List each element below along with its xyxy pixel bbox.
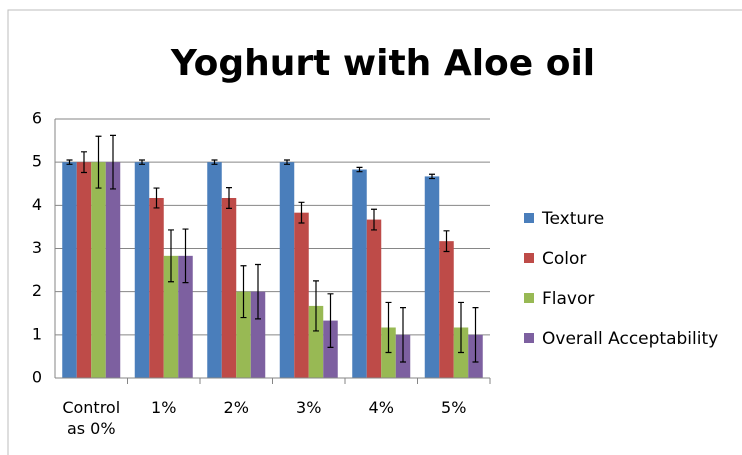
error-bar [139,159,145,165]
bar [163,255,179,378]
y-tick-label: 1 [32,324,42,343]
bar [424,176,440,378]
bar [236,291,251,378]
y-tick-label: 0 [32,368,42,387]
error-bar [66,159,73,165]
error-bar [168,229,174,283]
error-bar [472,307,479,363]
bar [149,197,164,378]
error-bar [298,201,305,224]
chart-border [7,9,742,455]
legend-label: Color [542,249,586,269]
error-bar [371,208,377,231]
error-bar [153,187,160,209]
y-tick-label: 4 [32,195,42,214]
error-bar [385,301,392,354]
bar [250,291,266,378]
error-bar [313,280,319,332]
bar [105,162,121,378]
error-bar [81,151,87,174]
x-tick-label: 5% [441,398,467,417]
x-tick-label: 2% [223,398,249,417]
error-bar [110,134,116,190]
y-tick-label: 3 [32,238,42,257]
error-bar [226,187,232,209]
bar [178,255,193,378]
y-tick-label: 2 [32,281,42,300]
bar [294,212,309,378]
error-bar [458,301,464,354]
bar [62,162,77,378]
legend-swatch [524,333,534,343]
error-bar [429,173,435,180]
error-bar [400,307,406,363]
bar [323,320,338,378]
y-tick-label: 5 [32,152,42,171]
legend-label: Overall Acceptability [542,329,718,349]
x-tick-label: 1% [151,398,177,417]
error-bar [356,166,363,173]
legend-label: Texture [541,209,604,229]
error-bar [211,159,218,165]
legend-swatch [524,293,534,303]
error-bar [240,265,247,319]
error-bar [255,263,261,320]
bar [207,162,222,378]
x-tick-label: 4% [368,398,394,417]
error-bar [327,293,334,348]
legend-swatch [524,213,534,223]
legend-label: Flavor [542,289,594,309]
bar [279,162,295,378]
y-tick-label: 6 [32,109,42,128]
error-bar [182,228,189,284]
bar [352,169,367,378]
bar [91,162,106,378]
legend-swatch [524,253,534,263]
x-tick-label: Control as 0% [62,398,121,438]
error-bar [284,159,290,165]
x-tick-label: 3% [296,398,322,417]
bar [221,197,237,378]
bar [134,162,150,378]
bar [439,241,454,378]
chart-title: Yoghurt with Aloe oil [170,43,595,84]
error-bar [443,230,450,253]
error-bar [95,135,102,189]
bar [308,305,324,378]
bar [366,219,382,378]
bar [76,162,92,378]
